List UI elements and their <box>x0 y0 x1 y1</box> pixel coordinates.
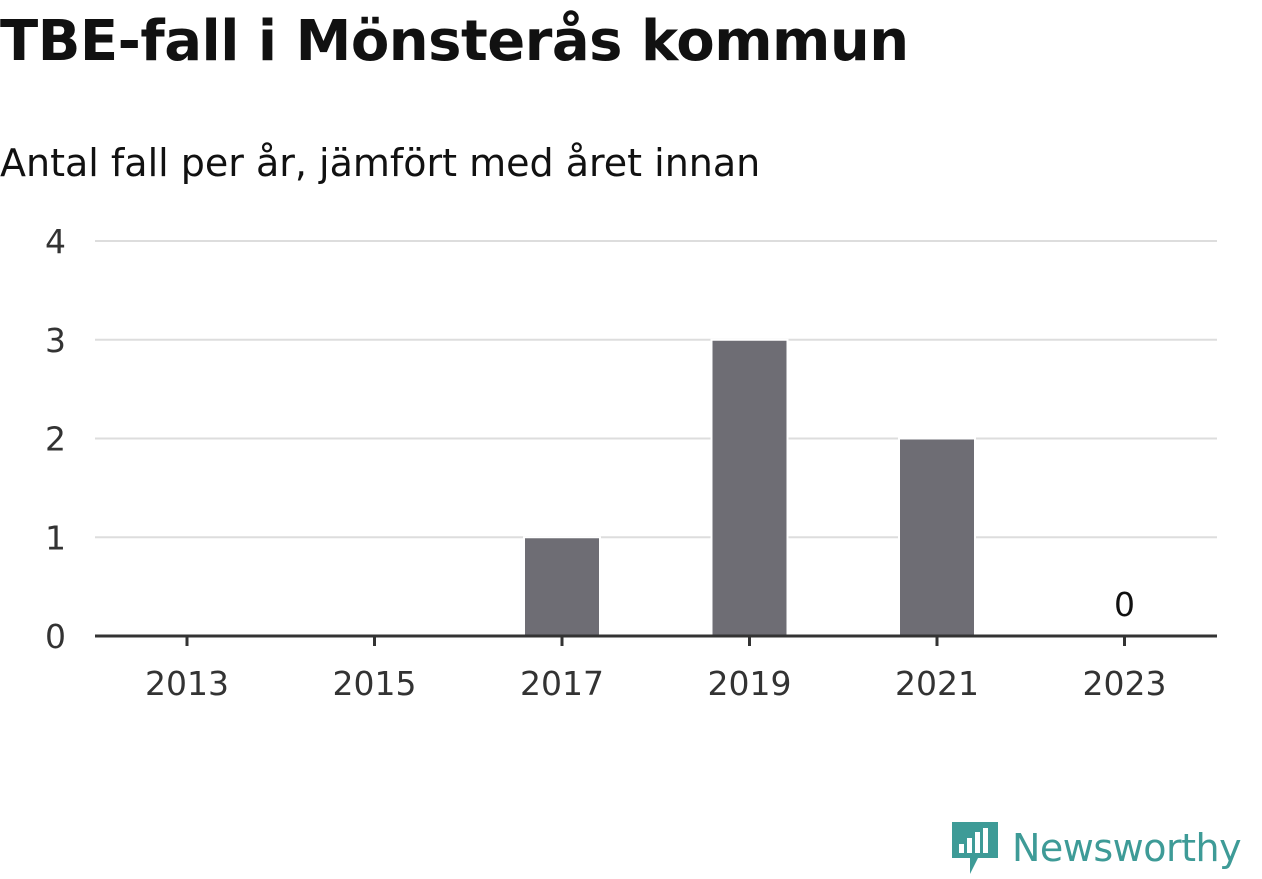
x-tick-label: 2017 <box>520 664 604 703</box>
bar <box>898 437 976 637</box>
newsworthy-logo-icon <box>952 822 998 874</box>
y-axis-ticks: 0 1 2 3 4 <box>45 222 66 656</box>
bar <box>523 536 601 637</box>
x-tick-label: 2015 <box>333 664 417 703</box>
y-tick-label: 0 <box>45 617 66 656</box>
x-tick-label: 2023 <box>1083 664 1167 703</box>
x-tick-label: 2019 <box>708 664 792 703</box>
y-tick-label: 1 <box>45 518 66 557</box>
bars <box>523 338 976 637</box>
y-tick-label: 2 <box>45 420 66 459</box>
x-axis-ticks: 2013 2015 2017 2019 2021 2023 <box>145 636 1166 703</box>
x-tick-label: 2013 <box>145 664 229 703</box>
data-label: 0 <box>1114 585 1135 624</box>
newsworthy-logo: Newsworthy <box>950 818 1242 878</box>
bar <box>710 338 789 637</box>
brand-name: Newsworthy <box>1012 826 1242 870</box>
y-tick-label: 4 <box>45 222 66 261</box>
gridlines <box>95 240 1217 539</box>
x-tick-label: 2021 <box>895 664 979 703</box>
y-tick-label: 3 <box>45 321 66 360</box>
chart-subtitle: Antal fall per år, jämfört med året inna… <box>0 141 761 185</box>
chart-title: TBE-fall i Mönsterås kommun <box>0 9 909 74</box>
annotations: 0 <box>1114 585 1135 624</box>
